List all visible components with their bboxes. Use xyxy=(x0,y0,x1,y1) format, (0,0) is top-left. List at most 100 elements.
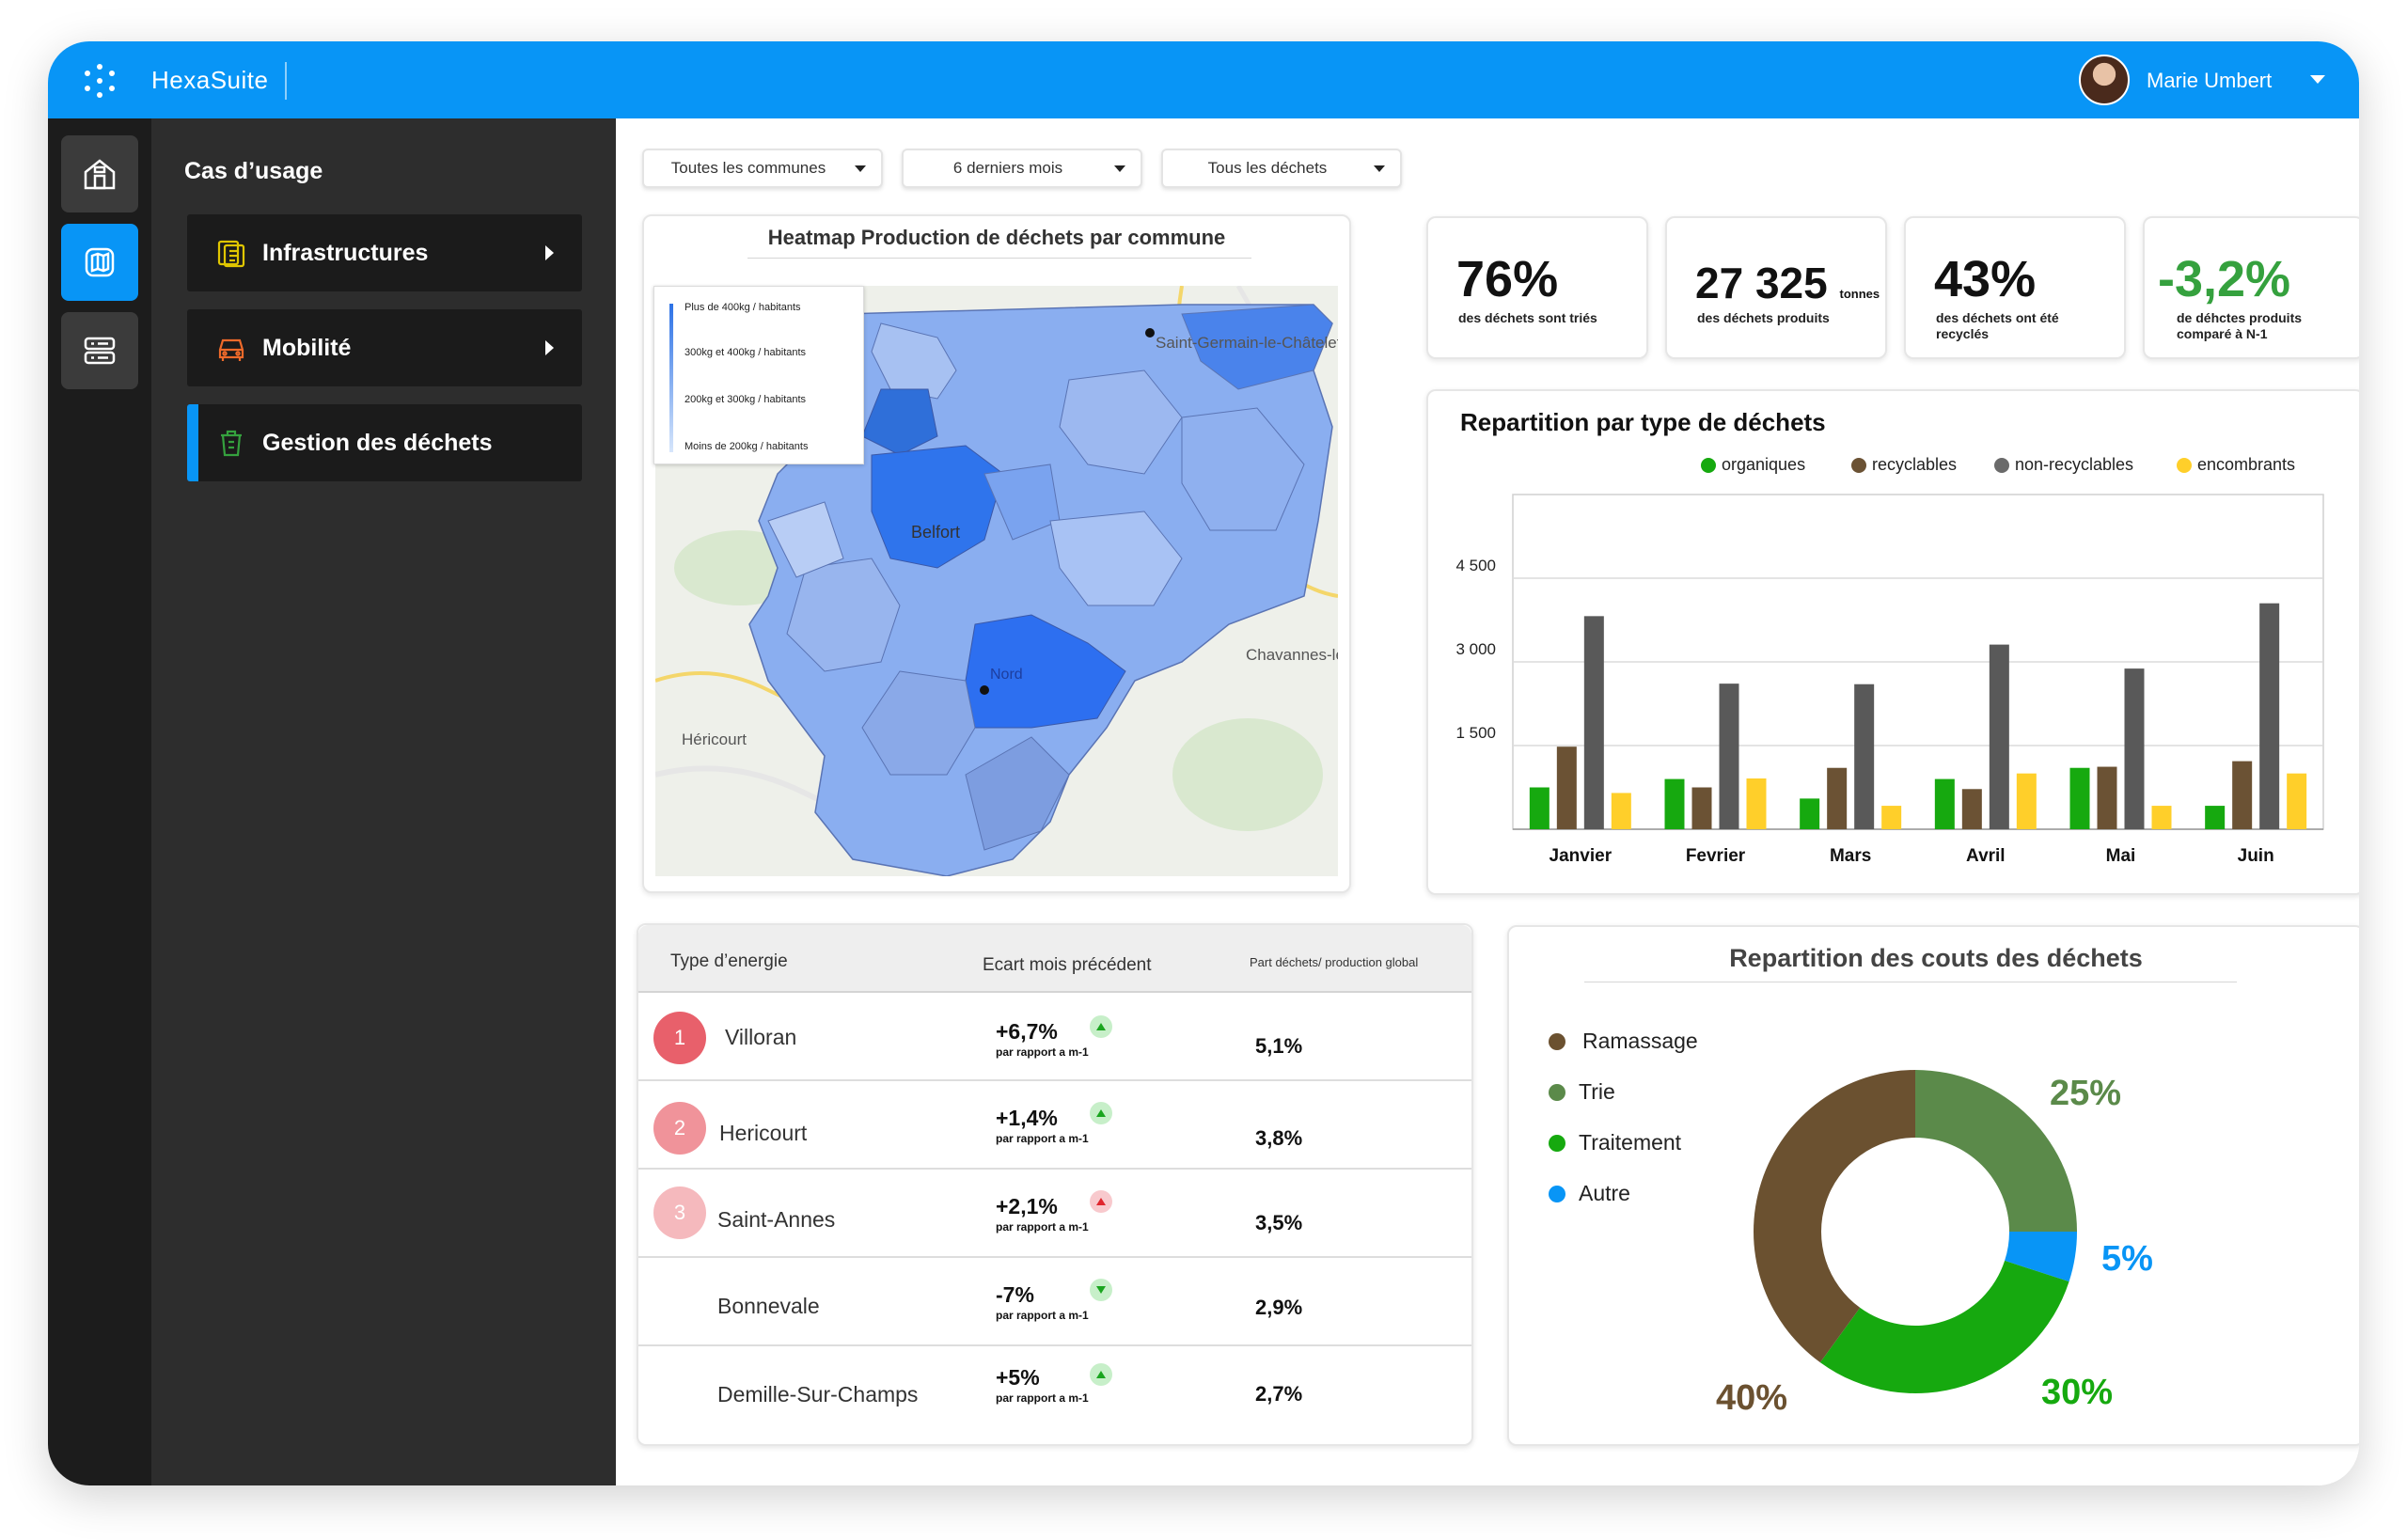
map-label-nord: Nord xyxy=(990,667,1023,683)
kpi-caption: des déchets sont triés xyxy=(1458,310,1597,325)
trend-up-alert-icon xyxy=(1090,1190,1112,1213)
menu-item-mobilite[interactable]: Mobilité xyxy=(187,309,582,386)
bar-encombrants-fevrier[interactable] xyxy=(1746,778,1767,829)
bar-encombrants-mars[interactable] xyxy=(1881,806,1902,829)
row-commune-name: Saint-Annes xyxy=(717,1207,836,1232)
bar-recyclables-mai[interactable] xyxy=(2097,766,2117,829)
heatmap-title-divider xyxy=(747,258,1251,259)
kpi-caption: de déhctes produits comparé à N-1 xyxy=(2177,310,2303,341)
legend-dot xyxy=(1549,1032,1565,1050)
legend-label: Ramassage xyxy=(1582,1029,1698,1053)
rail-home-button[interactable] xyxy=(61,135,138,212)
chevron-down-icon[interactable] xyxy=(2310,75,2325,84)
donut-legend-autre[interactable]: Autre xyxy=(1549,1181,1630,1206)
slice-label-traitement: 30% xyxy=(2041,1373,2114,1412)
map-marker-icon[interactable] xyxy=(1145,328,1155,338)
chart-title: Repartition par type de déchets xyxy=(1460,408,1826,436)
legend-item-recyclables[interactable]: recyclables xyxy=(1851,455,1957,475)
bar-non-recyclables-mai[interactable] xyxy=(2124,668,2145,829)
bar-encombrants-mai[interactable] xyxy=(2151,806,2172,829)
bar-encombrants-janvier[interactable] xyxy=(1611,793,1631,829)
top-bar: HexaSuite Marie Umbert xyxy=(48,41,2359,118)
bar-organiques-janvier[interactable] xyxy=(1529,787,1550,830)
bar-recyclables-mars[interactable] xyxy=(1827,767,1848,829)
donut-slice-ramassage[interactable] xyxy=(1754,1070,1915,1363)
bar-organiques-avril[interactable] xyxy=(1934,778,1955,829)
heatmap-map[interactable]: Saint-Germain-le-Châtelet Belfort Chavan… xyxy=(655,286,1338,876)
legend-dot xyxy=(1549,1134,1565,1152)
bar-encombrants-avril[interactable] xyxy=(2016,773,2037,829)
donut-legend-traitement[interactable]: Traitement xyxy=(1549,1130,1681,1155)
trend-up-icon xyxy=(1090,1015,1112,1038)
table-row[interactable]: Demille-Sur-Champs +5% par rapport a m-1… xyxy=(638,1346,1471,1435)
filter-communes-select[interactable]: Toutes les communes xyxy=(642,149,883,188)
legend-dot xyxy=(1851,457,1866,473)
y-tick-label: 3 000 xyxy=(1455,640,1496,658)
legend-dot xyxy=(1701,457,1716,473)
bar-non-recyclables-juin[interactable] xyxy=(2259,603,2280,829)
bar-non-recyclables-mars[interactable] xyxy=(1854,684,1875,829)
kpi-card-produits: 27 325 tonnes des déchets produits xyxy=(1665,216,1887,359)
column-header-type[interactable]: Type d’energie xyxy=(670,951,788,971)
bar-non-recyclables-avril[interactable] xyxy=(1989,644,2009,829)
legend-label: encombrants xyxy=(2197,455,2296,474)
bar-recyclables-fevrier[interactable] xyxy=(1691,787,1712,830)
menu-item-gestion-dechets[interactable]: Gestion des déchets xyxy=(187,404,582,481)
map-label-chavannes: Chavannes-les-Grands xyxy=(1246,646,1338,664)
legend-item-encombrants[interactable]: encombrants xyxy=(2177,455,2295,475)
avatar[interactable] xyxy=(2079,55,2130,105)
bar-non-recyclables-fevrier[interactable] xyxy=(1719,684,1739,829)
column-header-ecart[interactable]: Ecart mois précédent xyxy=(983,955,1152,975)
legend-label: Trie xyxy=(1579,1079,1615,1104)
table-row[interactable]: Bonnevale -7% par rapport a m-1 2,9% xyxy=(638,1258,1471,1346)
legend-label: Autre xyxy=(1579,1181,1630,1205)
rail-usecases-button[interactable] xyxy=(61,224,138,301)
bar-recyclables-avril[interactable] xyxy=(1961,789,1982,829)
kpi-value: -3,2% xyxy=(2158,251,2291,307)
y-tick-label: 4 500 xyxy=(1455,557,1496,574)
legend-dot xyxy=(2177,457,2192,473)
bar-organiques-fevrier[interactable] xyxy=(1664,778,1685,829)
donut-slice-autre[interactable] xyxy=(2005,1232,2077,1282)
donut-legend-trie[interactable]: Trie xyxy=(1549,1079,1615,1105)
bar-recyclables-janvier[interactable] xyxy=(1556,746,1577,829)
row-part-value: 3,8% xyxy=(1255,1126,1303,1150)
bar-organiques-mars[interactable] xyxy=(1800,798,1820,829)
row-commune-name: Hericourt xyxy=(719,1121,808,1145)
cost-donut-chart xyxy=(1754,1070,2077,1393)
row-part-value: 2,9% xyxy=(1255,1296,1303,1319)
bar-encombrants-juin[interactable] xyxy=(2287,773,2307,829)
legend-label: Traitement xyxy=(1579,1130,1682,1155)
hexasuite-logo-icon[interactable] xyxy=(81,62,118,100)
donut-slice-traitement[interactable] xyxy=(1819,1260,2069,1393)
bar-organiques-juin[interactable] xyxy=(2205,806,2226,829)
filter-period-value: 6 derniers mois xyxy=(952,159,1063,177)
row-part-value: 3,5% xyxy=(1255,1211,1303,1234)
column-header-part[interactable]: Part déchets/ production global xyxy=(1250,955,1419,969)
table-row[interactable]: 1 Villoran +6,7% par rapport a m-1 5,1% xyxy=(638,993,1471,1081)
filter-period-select[interactable]: 6 derniers mois xyxy=(902,149,1142,188)
table-row[interactable]: 2 Hericourt +1,4% par rapport a m-1 3,8% xyxy=(638,1081,1471,1170)
row-ecart-value: +2,1% xyxy=(996,1194,1058,1218)
rail-servers-button[interactable] xyxy=(61,312,138,389)
table-row[interactable]: 3 Saint-Annes +2,1% par rapport a m-1 3,… xyxy=(638,1170,1471,1258)
waste-type-bar-chart: 1 500 3 000 4 500 Janvier Fevrier Mars Avril Ma… xyxy=(1455,494,2324,866)
menu-item-label: Gestion des déchets xyxy=(262,429,493,456)
menu-item-infrastructures[interactable]: Infrastructures xyxy=(187,214,582,291)
menu-item-label: Infrastructures xyxy=(262,239,429,266)
donut-slice-trie[interactable] xyxy=(1915,1070,2077,1232)
bar-recyclables-juin[interactable] xyxy=(2232,761,2253,829)
legend-item-organiques[interactable]: organiques xyxy=(1701,455,1805,475)
donut-legend-ramassage[interactable]: Ramassage xyxy=(1549,1029,1698,1054)
row-commune-name: Villoran xyxy=(725,1025,797,1049)
kpi-value: 76% xyxy=(1456,251,1559,307)
bar-organiques-mai[interactable] xyxy=(2069,767,2090,829)
user-name[interactable]: Marie Umbert xyxy=(2147,69,2273,92)
kpi-caption: des déchets ont été recyclés xyxy=(1936,310,2059,341)
bar-non-recyclables-janvier[interactable] xyxy=(1583,616,1604,829)
filter-waste-type-select[interactable]: Tous les déchets xyxy=(1161,149,1402,188)
legend-item-non-recyclables[interactable]: non-recyclables xyxy=(1994,455,2133,475)
kpi-card-recycles: 43% des déchets ont été recyclés xyxy=(1904,216,2126,359)
map-marker-icon[interactable] xyxy=(980,685,989,695)
x-tick-label: Avril xyxy=(1966,846,2006,866)
